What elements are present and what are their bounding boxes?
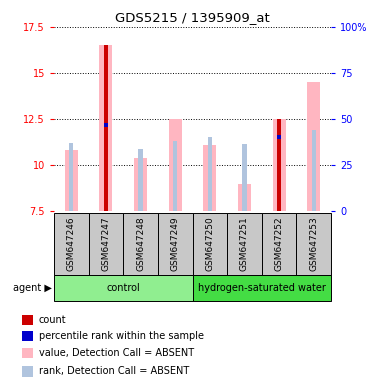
- Bar: [22, 366, 33, 376]
- Text: GSM647250: GSM647250: [205, 217, 214, 271]
- Text: GSM647251: GSM647251: [240, 217, 249, 271]
- Text: GSM647246: GSM647246: [67, 217, 76, 271]
- Bar: [104, 122, 108, 127]
- Bar: [273, 119, 286, 211]
- Bar: [307, 82, 320, 211]
- Bar: [104, 45, 108, 211]
- Bar: [54, 213, 89, 275]
- Bar: [54, 275, 192, 301]
- Bar: [22, 331, 33, 341]
- Bar: [203, 145, 216, 211]
- Text: GSM647249: GSM647249: [171, 217, 180, 271]
- Bar: [227, 213, 262, 275]
- Bar: [242, 144, 247, 211]
- Bar: [173, 141, 177, 211]
- Bar: [99, 45, 112, 211]
- Bar: [296, 213, 331, 275]
- Bar: [89, 213, 123, 275]
- Text: count: count: [38, 315, 66, 325]
- Bar: [311, 130, 316, 211]
- Text: hydrogen-saturated water: hydrogen-saturated water: [198, 283, 326, 293]
- Bar: [158, 213, 192, 275]
- Text: GSM647248: GSM647248: [136, 217, 145, 271]
- Text: value, Detection Call = ABSENT: value, Detection Call = ABSENT: [38, 348, 194, 358]
- Bar: [192, 213, 227, 275]
- Bar: [123, 213, 158, 275]
- Bar: [262, 213, 296, 275]
- Bar: [138, 149, 143, 211]
- Bar: [278, 136, 281, 139]
- Bar: [238, 184, 251, 211]
- Bar: [104, 124, 108, 211]
- Text: percentile rank within the sample: percentile rank within the sample: [38, 331, 204, 341]
- Text: rank, Detection Call = ABSENT: rank, Detection Call = ABSENT: [38, 366, 189, 376]
- Bar: [277, 137, 281, 211]
- Text: GSM647252: GSM647252: [275, 217, 284, 271]
- Text: control: control: [106, 283, 140, 293]
- Bar: [65, 151, 78, 211]
- Bar: [22, 315, 33, 326]
- Text: agent ▶: agent ▶: [13, 283, 52, 293]
- Bar: [277, 119, 281, 211]
- Text: GSM647247: GSM647247: [101, 217, 110, 271]
- Bar: [192, 275, 331, 301]
- Bar: [69, 143, 74, 211]
- Bar: [208, 137, 212, 211]
- Title: GDS5215 / 1395909_at: GDS5215 / 1395909_at: [115, 11, 270, 24]
- Bar: [169, 119, 182, 211]
- Bar: [134, 158, 147, 211]
- Text: GSM647253: GSM647253: [309, 217, 318, 271]
- Bar: [22, 348, 33, 358]
